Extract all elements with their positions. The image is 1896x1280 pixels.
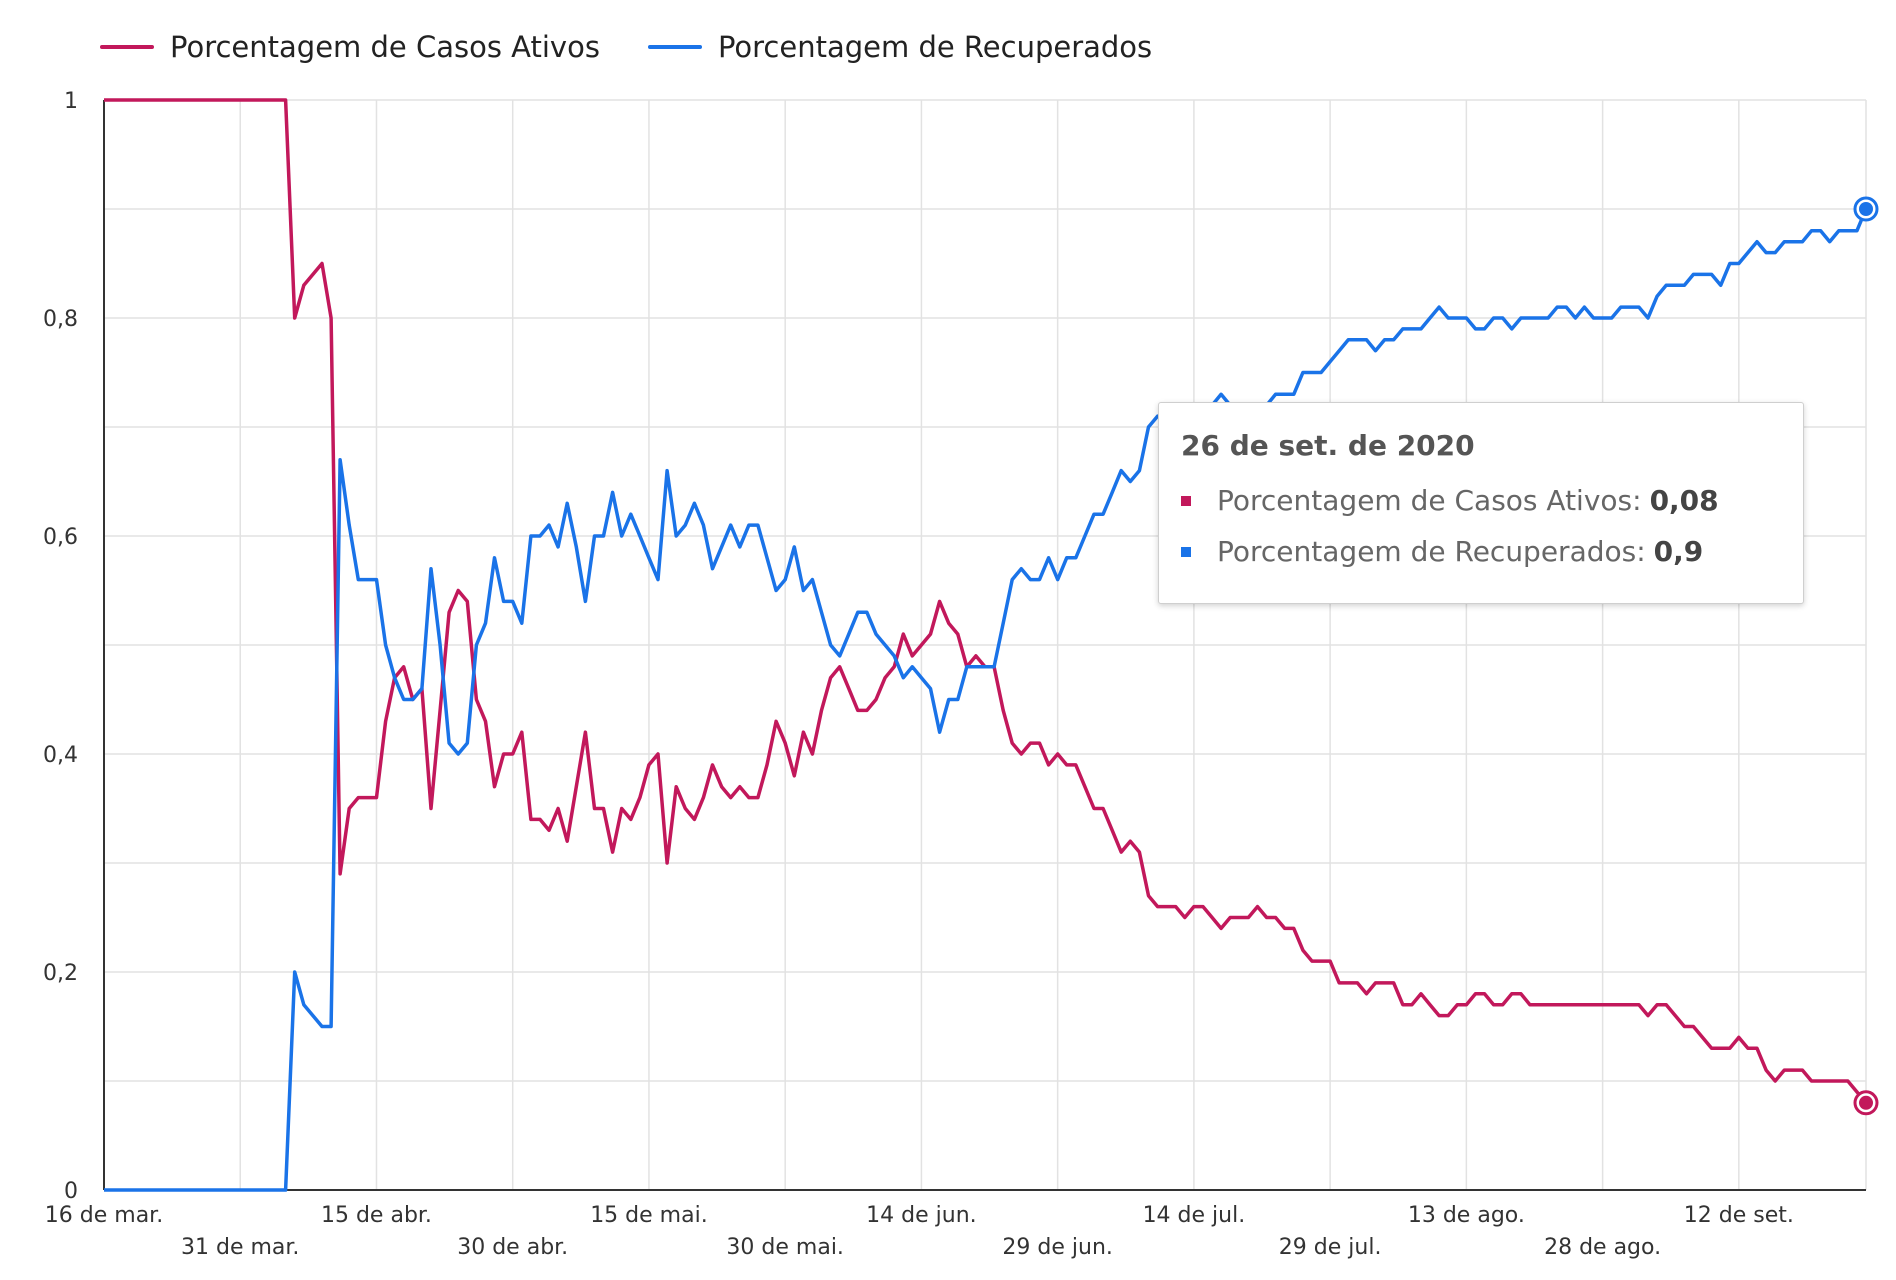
y-tick-label: 0 <box>64 1179 78 1204</box>
x-tick-label: 30 de mai. <box>726 1235 844 1260</box>
legend-swatch-active-cases <box>100 45 154 49</box>
tooltip: 26 de set. de 2020 Porcentagem de Casos … <box>1158 402 1804 604</box>
x-tick-label: 14 de jun. <box>866 1203 976 1228</box>
tooltip-title: 26 de set. de 2020 <box>1181 429 1475 462</box>
x-tick-label: 28 de ago. <box>1544 1235 1661 1260</box>
legend-label-active-cases: Porcentagem de Casos Ativos <box>170 30 600 64</box>
x-tick-label: 31 de mar. <box>181 1235 299 1260</box>
tooltip-marker-recovered <box>1181 546 1191 557</box>
y-tick-label: 0,8 <box>43 307 78 332</box>
x-tick-label: 12 de set. <box>1684 1203 1794 1228</box>
y-tick-label: 0,4 <box>43 743 78 768</box>
tooltip-row-recovered: Porcentagem de Recuperados: 0,9 <box>1181 535 1781 568</box>
x-tick-label: 30 de abr. <box>457 1235 568 1260</box>
grid-lines <box>103 99 1867 1191</box>
x-tick-label: 29 de jul. <box>1279 1235 1382 1260</box>
x-tick-label: 14 de jul. <box>1143 1203 1246 1228</box>
legend-item-recovered[interactable]: Porcentagem de Recuperados <box>647 30 1153 64</box>
tooltip-label-recovered: Porcentagem de Recuperados: <box>1217 535 1646 568</box>
axis-labels: 0 0,2 0,4 0,6 0,8 1 16 de mar. 31 de mar. 15 de … <box>43 89 1794 1260</box>
tooltip-value-recovered: 0,9 <box>1653 535 1704 568</box>
tooltip-value-active-cases: 0,08 <box>1649 484 1719 517</box>
x-tick-label: 16 de mar. <box>45 1203 163 1228</box>
tooltip-marker-active-cases <box>1181 495 1191 506</box>
series-lines <box>104 98 1879 1192</box>
series-line-recovered <box>104 208 1868 1192</box>
legend: Porcentagem de Casos Ativos Porcentagem … <box>100 30 1152 64</box>
point-marker-inner <box>1859 1095 1873 1110</box>
y-tick-label: 0,6 <box>43 525 78 550</box>
x-tick-label: 29 de jun. <box>1002 1235 1112 1260</box>
axes <box>103 100 1866 1191</box>
point-marker-inner <box>1859 202 1873 216</box>
y-tick-label: 1 <box>64 89 78 114</box>
tooltip-row-active-cases: Porcentagem de Casos Ativos: 0,08 <box>1181 484 1781 517</box>
series-line-active-cases <box>104 98 1868 1104</box>
y-tick-label: 0,2 <box>43 961 78 986</box>
tooltip-label-active-cases: Porcentagem de Casos Ativos: <box>1217 484 1642 517</box>
legend-item-active-cases[interactable]: Porcentagem de Casos Ativos <box>100 30 600 64</box>
x-tick-label: 15 de abr. <box>321 1203 432 1228</box>
x-tick-label: 15 de mai. <box>590 1203 708 1228</box>
x-tick-label: 13 de ago. <box>1408 1203 1525 1228</box>
legend-swatch-recovered <box>647 45 702 49</box>
legend-label-recovered: Porcentagem de Recuperados <box>717 30 1153 64</box>
